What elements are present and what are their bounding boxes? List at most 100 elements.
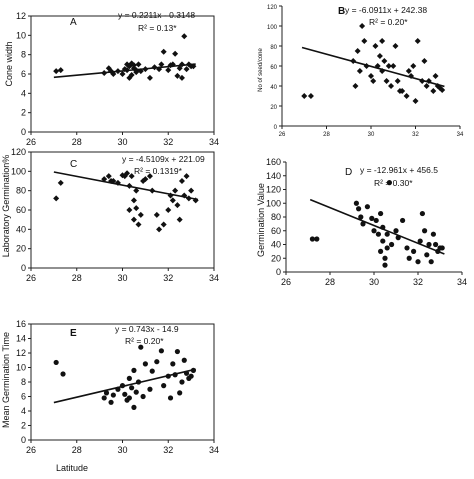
panel-d-point (380, 238, 386, 244)
panel-d-point (384, 245, 390, 251)
panel-c-point (101, 176, 108, 183)
panel-e-point (181, 357, 187, 363)
panel-b-point (370, 78, 377, 84)
panel-e-point (179, 379, 185, 385)
panel-a-point (172, 50, 179, 57)
panel-e-point (133, 389, 139, 395)
panel-a-equation: y = 0.2211x - 0.3148 (118, 10, 195, 20)
panel-a-point (156, 66, 163, 73)
panel-e-point (131, 367, 137, 373)
panel-e-point (129, 385, 135, 391)
panel-c-point (142, 176, 149, 183)
panel-b-point (356, 68, 363, 74)
panel-d-y-tick-label: 0 (276, 267, 281, 277)
panel-d-point (404, 245, 410, 251)
panel-b-point (403, 93, 410, 99)
panel-e-x-tick-label: 32 (163, 445, 173, 455)
panel-e-point (138, 344, 144, 350)
panel-c-x-tick-label: 28 (72, 273, 82, 283)
panel-e-point (122, 391, 128, 397)
panel-e-y-tick-label: 12 (16, 348, 26, 358)
panel-a-y-tick-label: 0 (21, 127, 26, 137)
panel-e-y-tick-label: 8 (21, 377, 26, 387)
panel-a-y-label: Cone width (4, 41, 14, 86)
panel-b-point (350, 58, 357, 64)
panel-d-point (314, 236, 320, 242)
panel-d-point (422, 228, 428, 234)
panel-d-trendline (309, 198, 445, 255)
panel-d-point (380, 224, 386, 230)
panel-a-point (137, 68, 144, 75)
panel-c-point (133, 187, 140, 194)
panel-e-x-tick-label: 28 (72, 445, 82, 455)
panel-a-y-tick-label: 12 (16, 11, 26, 21)
panel-c-point (153, 211, 160, 218)
panel-b-point (414, 38, 421, 44)
panel-c-point (105, 173, 112, 180)
panel-d-point (382, 255, 388, 261)
panel-d-point (389, 241, 395, 248)
panel-e-point (108, 399, 114, 405)
panel-c-point (126, 182, 133, 189)
panel-b-point (383, 78, 390, 84)
panel-a-point (142, 66, 149, 73)
panel-d-point (358, 214, 364, 220)
panel-e-point (60, 371, 66, 377)
panel-e-point (147, 386, 153, 392)
panel-b-x-tick-label: 32 (412, 132, 419, 138)
panel-c-frame (30, 151, 215, 269)
panel-a-r2: R² = 0.13* (138, 23, 177, 33)
panel-d: 0 20 40 60 80 100 120 140 160 26 28 30 32 34 Germinati… (256, 157, 467, 287)
panel-c-point (126, 207, 133, 213)
panel-d-y-label: Germination Value (256, 183, 266, 257)
panel-e-point (161, 383, 167, 389)
panel-d-point (406, 255, 412, 261)
panel-b-point (392, 43, 399, 49)
panel-e-r2: R² = 0.20* (125, 336, 164, 346)
panel-a-y-tick-label: 8 (21, 50, 26, 60)
panel-b-point (385, 63, 392, 69)
panel-c-point (185, 195, 192, 202)
panel-e-point (190, 367, 197, 373)
panel-c-x-tick-label: 30 (117, 273, 127, 283)
panel-a-y-tick-label: 2 (21, 108, 26, 118)
panel-e-point (165, 373, 171, 379)
panel-e-point (115, 386, 121, 392)
panel-a-point (110, 71, 117, 77)
panel-e-point (110, 392, 116, 398)
panel-d-point (400, 217, 406, 224)
panel-c-point (176, 216, 183, 223)
panel-d-point (378, 248, 384, 254)
panel-c-point (188, 187, 195, 194)
panel-c-point (178, 178, 185, 184)
panel-b-point (301, 93, 308, 99)
panel-b-point (374, 63, 381, 69)
panel-e-frame (30, 323, 215, 441)
panel-e-point (188, 373, 194, 379)
panel-b-point (379, 38, 386, 44)
panel-a-point (133, 69, 140, 76)
panel-a-y-tick-label: 6 (21, 69, 26, 79)
panel-e-point (53, 359, 59, 366)
panel-a-point (158, 61, 165, 68)
panel-d-point (393, 228, 399, 234)
panel-c-point (160, 221, 167, 228)
panel-d-point (360, 221, 366, 227)
panel-e-point (167, 395, 174, 401)
panel-e-x-tick-label: 30 (117, 445, 127, 455)
panel-a-point (174, 72, 181, 79)
panel-a-point (176, 65, 183, 72)
panel-d-y-tick-label: 60 (271, 226, 281, 236)
panel-b-point (307, 93, 314, 99)
panel-d-x-tick-label: 26 (281, 277, 291, 287)
panel-e-y-label: Mean Germination Time (1, 332, 11, 428)
panel-a-point (101, 70, 108, 77)
panel-e-point (119, 383, 126, 389)
panel-e-point (174, 348, 180, 355)
panel-c-point (174, 202, 181, 209)
panel-a-point (114, 68, 121, 75)
panel-e-y-tick-label: 2 (21, 421, 26, 431)
panel-b-point (388, 83, 395, 89)
panel-e-y-tick-label: 4 (21, 406, 26, 416)
panel-d-point (378, 210, 384, 217)
